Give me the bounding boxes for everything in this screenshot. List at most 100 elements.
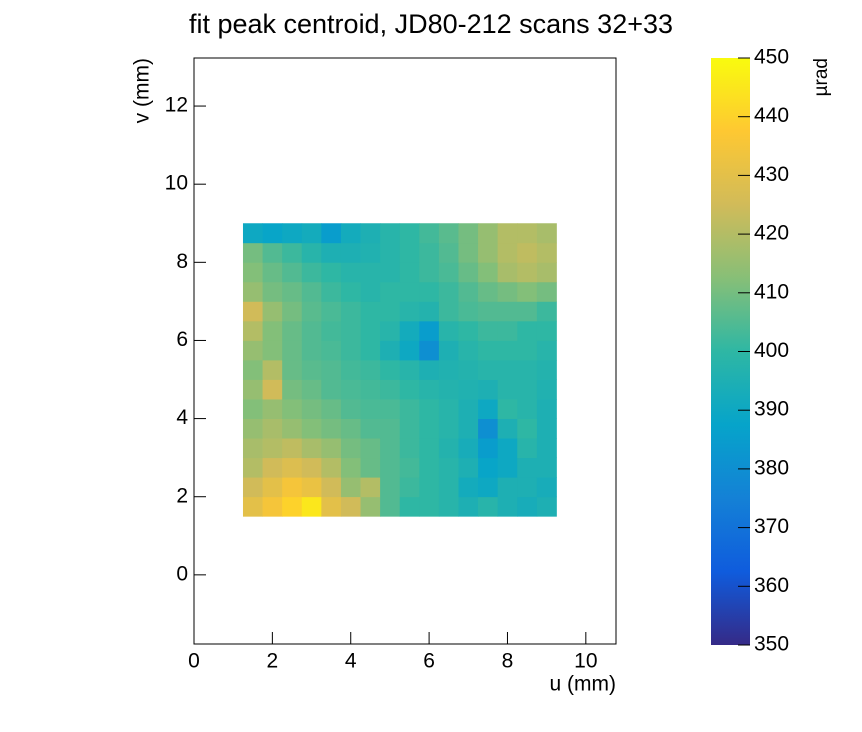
heatmap-cell <box>380 281 401 302</box>
heatmap-cell <box>399 399 420 419</box>
heatmap-cell <box>282 281 303 302</box>
heatmap-cell <box>399 438 420 459</box>
heatmap-cell <box>458 496 479 517</box>
y-tick-label: 10 <box>165 172 188 195</box>
heatmap-cell <box>399 359 420 380</box>
heatmap-cell <box>262 496 283 517</box>
heatmap-cell <box>536 496 557 517</box>
heatmap-cell <box>380 438 401 459</box>
heatmap-cell <box>517 438 538 459</box>
heatmap-cell <box>282 262 303 283</box>
heatmap-cell <box>478 457 499 478</box>
heatmap-cell <box>458 301 479 322</box>
heatmap-cell <box>321 301 342 322</box>
heatmap-cell <box>438 281 459 302</box>
heatmap-cell <box>497 262 518 283</box>
z-tick-label: 370 <box>754 515 789 538</box>
heatmap-cell <box>321 281 342 302</box>
heatmap-cell <box>321 223 342 244</box>
heatmap-cell <box>458 457 479 478</box>
heatmap-cell <box>419 340 440 361</box>
x-tick-label: 0 <box>188 650 200 673</box>
heatmap-cell <box>380 457 401 478</box>
heatmap-cell <box>262 477 283 498</box>
heatmap-cell <box>282 477 303 498</box>
heatmap-cell <box>321 457 342 478</box>
heatmap-cell <box>536 359 557 380</box>
heatmap-cell <box>262 399 283 419</box>
heatmap-cell <box>321 242 342 263</box>
heatmap-cell <box>242 496 263 517</box>
heatmap-cell <box>380 399 401 419</box>
heatmap-cell <box>497 477 518 498</box>
heatmap-cell <box>458 281 479 302</box>
z-tick-label: 450 <box>754 46 789 69</box>
heatmap-cell <box>419 359 440 380</box>
heatmap-cell <box>262 223 283 244</box>
heatmap-cell <box>458 223 479 244</box>
heatmap-cell <box>419 262 440 283</box>
heatmap-cell <box>517 242 538 263</box>
heatmap-cell <box>321 496 342 517</box>
heatmap-cell <box>497 359 518 380</box>
heatmap-cell <box>380 262 401 283</box>
heatmap-cell <box>399 223 420 244</box>
heatmap-cell <box>438 496 459 517</box>
z-tick-label: 400 <box>754 339 789 362</box>
heatmap-cell <box>399 379 420 400</box>
heatmap-cell <box>380 379 401 400</box>
heatmap-cell <box>321 399 342 419</box>
heatmap-cell <box>360 438 381 459</box>
heatmap-cell <box>242 320 263 341</box>
heatmap-cell <box>301 418 322 439</box>
heatmap-cell <box>360 301 381 322</box>
heatmap-cell <box>360 457 381 478</box>
heatmap-cell <box>301 262 322 283</box>
heatmap-cell <box>340 223 361 244</box>
heatmap-cell <box>478 379 499 400</box>
color-bar-label: µrad <box>811 58 832 96</box>
heatmap-cell <box>242 242 263 263</box>
heatmap-cell <box>301 301 322 322</box>
heatmap-cell <box>438 477 459 498</box>
heatmap-cell <box>360 399 381 419</box>
heatmap-cell <box>536 438 557 459</box>
z-tick-label: 440 <box>754 104 789 127</box>
heatmap-cell <box>242 340 263 361</box>
x-tick-label: 8 <box>502 650 514 673</box>
heatmap-cell <box>360 223 381 244</box>
heatmap-cell <box>536 477 557 498</box>
heatmap-cell <box>340 320 361 341</box>
y-tick-label: 12 <box>165 94 188 117</box>
heatmap-cell <box>458 340 479 361</box>
heatmap-cell <box>301 399 322 419</box>
heatmap-cell <box>497 320 518 341</box>
heatmap-cell <box>242 359 263 380</box>
heatmap-cell <box>497 496 518 517</box>
z-tick-label: 410 <box>754 280 789 303</box>
heatmap-cell <box>458 477 479 498</box>
heatmap-cell <box>242 457 263 478</box>
z-tick-label: 360 <box>754 574 789 597</box>
heatmap-cell <box>536 242 557 263</box>
heatmap-cell <box>340 438 361 459</box>
heatmap-cell <box>340 457 361 478</box>
heatmap-cell <box>438 438 459 459</box>
heatmap-cell <box>340 340 361 361</box>
heatmap-cell <box>517 223 538 244</box>
heatmap-cell <box>380 223 401 244</box>
heatmap-cell <box>301 359 322 380</box>
heatmap-cell <box>478 438 499 459</box>
heatmap-cell <box>301 223 322 244</box>
heatmap-cell <box>380 340 401 361</box>
heatmap-cell <box>340 477 361 498</box>
heatmap-cell <box>340 379 361 400</box>
heatmap-cell <box>301 340 322 361</box>
y-tick-label: 8 <box>176 250 188 273</box>
heatmap-cell <box>321 262 342 283</box>
heatmap-cell <box>262 457 283 478</box>
heatmap-cell <box>517 477 538 498</box>
heatmap-cell <box>458 399 479 419</box>
heatmap-cell <box>399 418 420 439</box>
